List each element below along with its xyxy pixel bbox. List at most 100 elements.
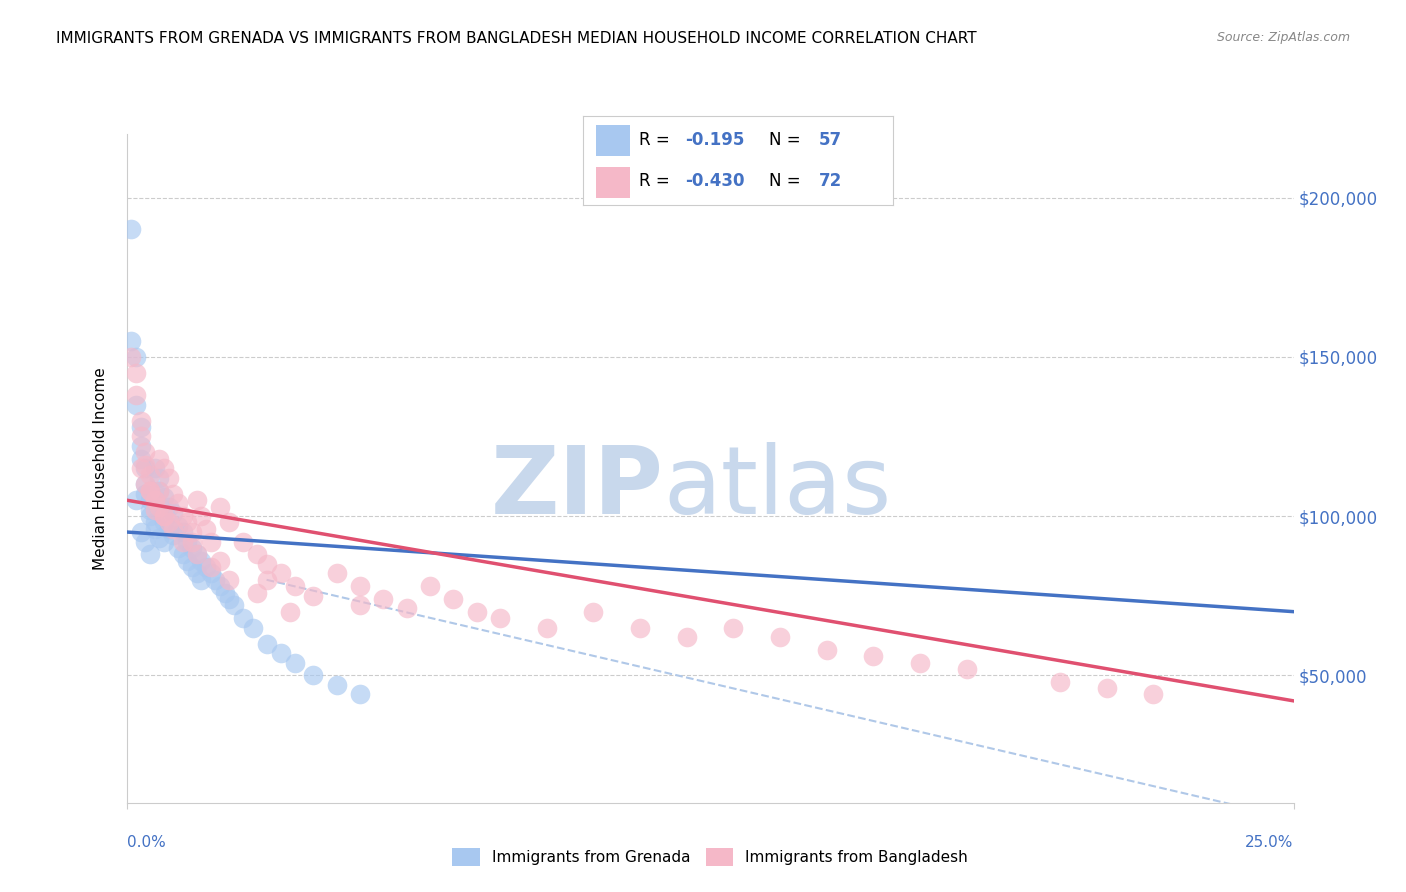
Point [419,579,441,593]
Point [134,477,156,491]
Point [349,579,371,593]
Point [148,483,170,498]
Text: 72: 72 [818,172,842,190]
Point [167,496,190,510]
Text: 57: 57 [818,131,842,149]
Point [278,605,301,619]
Point [349,688,371,702]
Point [395,601,418,615]
Point [148,483,170,498]
Point [157,471,180,485]
Point [208,554,231,568]
Point [270,646,292,660]
Point [186,547,208,561]
Text: 25.0%: 25.0% [1246,836,1294,850]
Point [200,534,222,549]
Point [172,509,194,524]
Point [194,522,217,536]
Point [125,350,148,364]
Point [139,502,162,516]
Point [190,509,212,524]
Point [148,532,170,546]
Point [162,487,184,501]
Point [120,350,142,364]
Point [134,477,156,491]
Point [157,516,180,530]
Point [162,522,184,536]
Point [232,534,254,549]
Point [769,630,792,644]
Point [200,566,222,581]
Point [186,493,208,508]
Point [270,566,292,581]
Point [246,585,269,599]
Text: Source: ZipAtlas.com: Source: ZipAtlas.com [1216,31,1350,45]
Point [120,222,142,236]
Point [157,522,180,536]
Point [214,585,236,599]
Point [675,630,697,644]
Point [186,547,208,561]
Point [536,621,558,635]
Point [284,579,307,593]
Point [134,461,156,475]
Point [153,490,176,504]
Point [143,493,166,508]
Point [129,461,152,475]
Text: R =: R = [640,131,675,149]
Point [204,573,226,587]
Point [582,605,605,619]
Text: -0.430: -0.430 [686,172,745,190]
Point [125,366,148,380]
Y-axis label: Median Household Income: Median Household Income [93,367,108,570]
Point [143,516,166,530]
Point [190,554,212,568]
Point [208,500,231,514]
Point [325,566,347,581]
Text: R =: R = [640,172,675,190]
Point [129,524,152,539]
Point [139,509,162,524]
Point [242,621,264,635]
Point [256,573,278,587]
Point [134,534,156,549]
Point [325,678,347,692]
Point [167,518,190,533]
Point [1142,688,1164,702]
Legend: Immigrants from Grenada, Immigrants from Bangladesh: Immigrants from Grenada, Immigrants from… [446,842,974,872]
Point [167,541,190,555]
Point [176,554,198,568]
Point [143,502,166,516]
Point [129,413,152,427]
Point [139,483,162,498]
Point [208,579,231,593]
Point [157,500,180,514]
Point [302,589,325,603]
Point [129,439,152,453]
Point [148,500,170,514]
FancyBboxPatch shape [596,125,630,156]
Point [908,656,931,670]
Point [232,611,254,625]
Point [153,516,176,530]
Point [218,573,240,587]
Point [139,483,162,498]
Point [129,420,152,434]
Point [190,573,212,587]
Point [349,599,371,613]
Point [125,398,148,412]
Text: atlas: atlas [664,442,891,534]
Point [489,611,512,625]
Point [465,605,488,619]
Point [246,547,269,561]
Text: IMMIGRANTS FROM GRENADA VS IMMIGRANTS FROM BANGLADESH MEDIAN HOUSEHOLD INCOME CO: IMMIGRANTS FROM GRENADA VS IMMIGRANTS FR… [56,31,977,46]
Text: ZIP: ZIP [491,442,664,534]
Point [218,591,240,606]
Point [162,506,184,520]
Point [222,599,245,613]
Point [815,643,838,657]
Point [176,534,198,549]
Point [186,566,208,581]
Point [139,547,162,561]
Text: -0.195: -0.195 [686,131,745,149]
